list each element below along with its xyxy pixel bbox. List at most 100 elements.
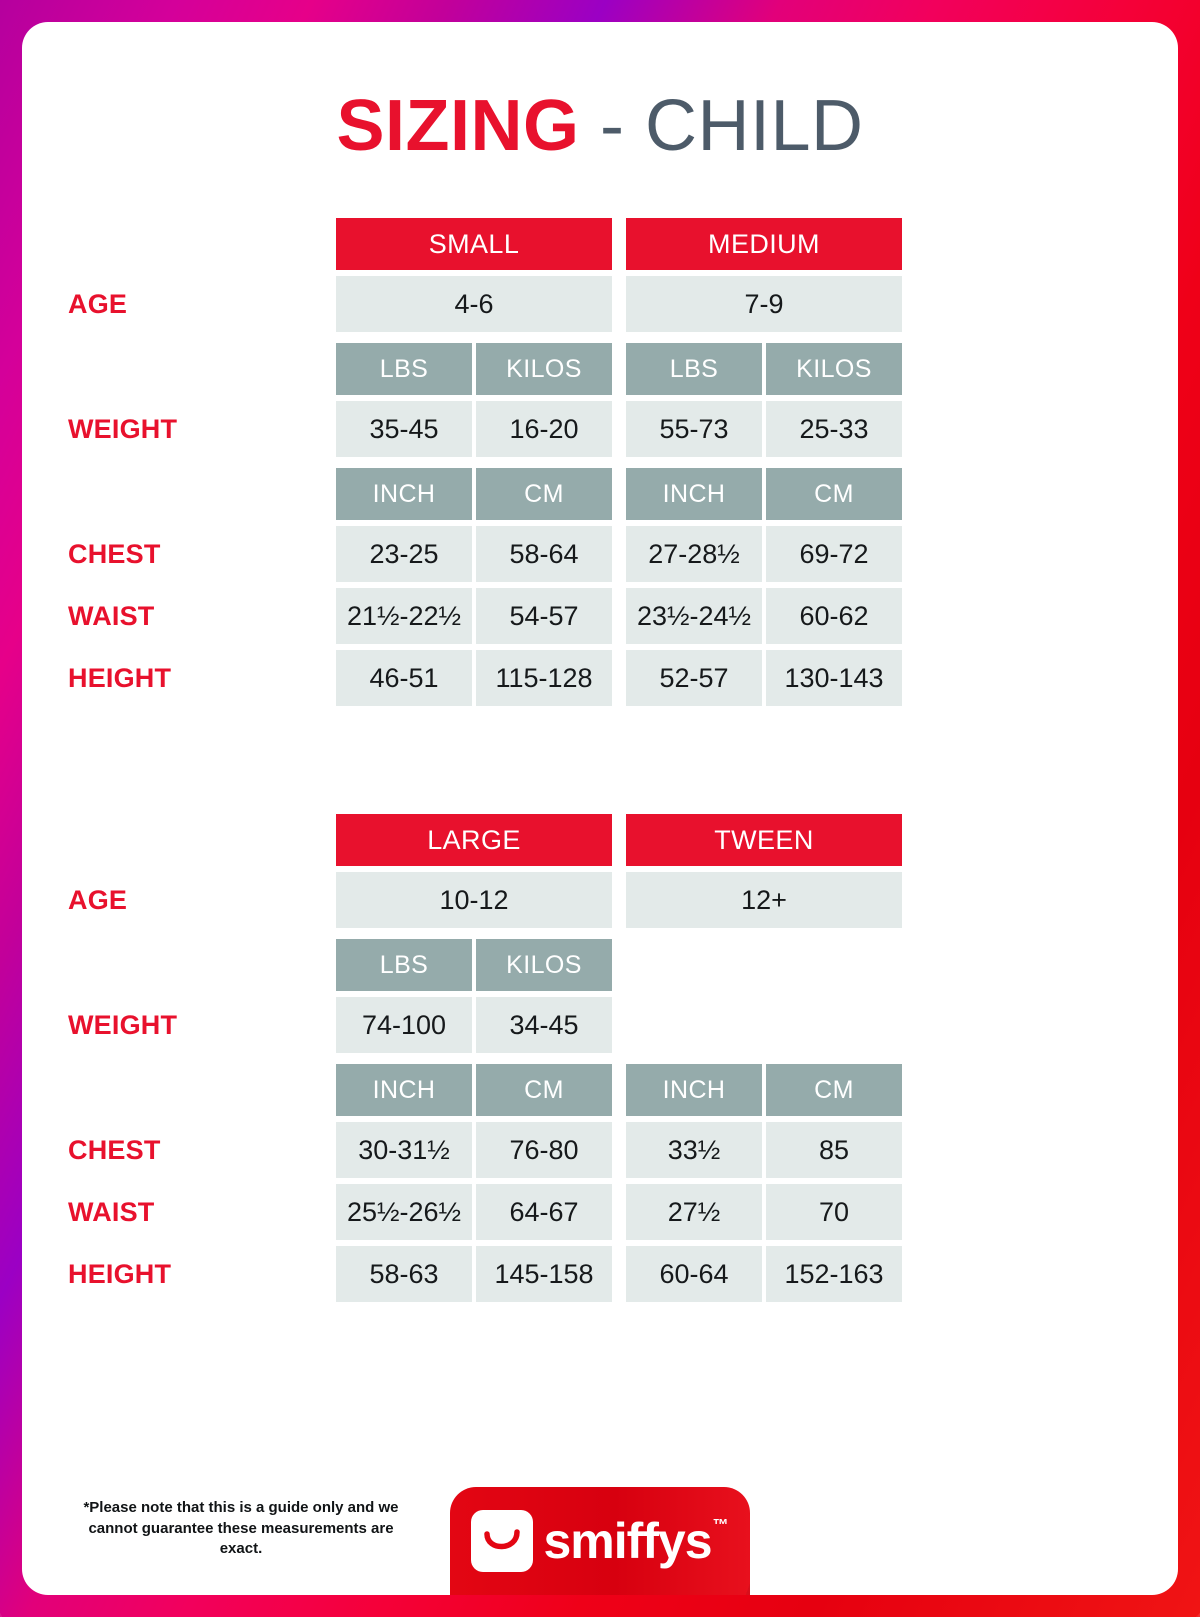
title-secondary: CHILD [644, 86, 864, 166]
chest-inch-small: 23-25 [336, 526, 472, 582]
column-gutter [614, 218, 624, 270]
weight-lbs-medium: 55-73 [626, 401, 762, 457]
row-spacer [22, 332, 1178, 343]
disclaimer-text: *Please note that this is a guide only a… [83, 1499, 399, 1557]
column-gutter [614, 814, 624, 866]
weight-lbs-small: 35-45 [336, 401, 472, 457]
height-cm-medium: 130-143 [766, 650, 902, 706]
weight-kilos-tween-empty [766, 997, 902, 1053]
height-row: HEIGHT 58-63 145-158 60-64 152-163 [22, 1246, 1178, 1302]
unit-kilos-large: KILOS [476, 939, 612, 991]
age-value-large: 10-12 [336, 872, 612, 928]
column-gutter [614, 1184, 624, 1240]
unit-cm-tween: CM [766, 1064, 902, 1116]
title-separator: - [579, 86, 645, 166]
size-header-tween: TWEEN [626, 814, 902, 866]
measure-unit-row: INCH CM INCH CM [22, 1064, 1178, 1116]
weight-row: WEIGHT 35-45 16-20 55-73 25-33 [22, 401, 1178, 457]
unit-cm-medium: CM [766, 468, 902, 520]
row-label-height: HEIGHT [68, 1258, 172, 1289]
size-header-large: LARGE [336, 814, 612, 866]
age-row: AGE 10-12 12+ [22, 872, 1178, 928]
age-value-medium: 7-9 [626, 276, 902, 332]
height-inch-large: 58-63 [336, 1246, 472, 1302]
column-gutter [614, 468, 624, 520]
column-gutter [614, 588, 624, 644]
height-cm-small: 115-128 [476, 650, 612, 706]
weight-lbs-tween-empty [626, 997, 762, 1053]
title-primary: SIZING [336, 86, 580, 166]
age-row: AGE 4-6 7-9 [22, 276, 1178, 332]
height-cm-large: 145-158 [476, 1246, 612, 1302]
age-value-small: 4-6 [336, 276, 612, 332]
waist-cm-tween: 70 [766, 1184, 902, 1240]
waist-cm-large: 64-67 [476, 1184, 612, 1240]
weight-unit-row: LBS KILOS LBS KILOS [22, 343, 1178, 395]
column-gutter [614, 276, 624, 332]
row-label-chest: CHEST [68, 1134, 161, 1165]
unit-inch-large: INCH [336, 1064, 472, 1116]
height-inch-tween: 60-64 [626, 1246, 762, 1302]
unit-kilos-small: KILOS [476, 343, 612, 395]
chest-cm-medium: 69-72 [766, 526, 902, 582]
size-header-small: SMALL [336, 218, 612, 270]
height-inch-small: 46-51 [336, 650, 472, 706]
size-header-row: LARGE TWEEN [22, 814, 1178, 866]
unit-lbs-small: LBS [336, 343, 472, 395]
row-spacer [22, 928, 1178, 939]
size-header-medium: MEDIUM [626, 218, 902, 270]
unit-kilos-medium: KILOS [766, 343, 902, 395]
chest-cm-large: 76-80 [476, 1122, 612, 1178]
spacer-label [46, 1064, 334, 1116]
measure-unit-row: INCH CM INCH CM [22, 468, 1178, 520]
unit-lbs-tween-empty [626, 939, 762, 991]
column-gutter [614, 939, 624, 991]
trademark-icon: ™ [712, 1517, 729, 1534]
weight-kilos-small: 16-20 [476, 401, 612, 457]
weight-unit-row: LBS KILOS [22, 939, 1178, 991]
height-cm-tween: 152-163 [766, 1246, 902, 1302]
waist-cm-medium: 60-62 [766, 588, 902, 644]
column-gutter [614, 997, 624, 1053]
chest-cm-tween: 85 [766, 1122, 902, 1178]
unit-kilos-tween-empty [766, 939, 902, 991]
column-gutter [614, 650, 624, 706]
waist-inch-large: 25½-26½ [336, 1184, 472, 1240]
chest-inch-medium: 27-28½ [626, 526, 762, 582]
chest-row: CHEST 23-25 58-64 27-28½ 69-72 [22, 526, 1178, 582]
brand-logo: smiffys ™ [450, 1487, 750, 1595]
weight-row: WEIGHT 74-100 34-45 [22, 997, 1178, 1053]
spacer-label [46, 468, 334, 520]
waist-inch-small: 21½-22½ [336, 588, 472, 644]
column-gutter [614, 526, 624, 582]
unit-inch-small: INCH [336, 468, 472, 520]
row-spacer [22, 457, 1178, 468]
size-header-row: SMALL MEDIUM [22, 218, 1178, 270]
spacer-label [46, 814, 334, 866]
row-label-weight: WEIGHT [68, 1009, 178, 1040]
column-gutter [614, 343, 624, 395]
unit-cm-small: CM [476, 468, 612, 520]
waist-row: WAIST 25½-26½ 64-67 27½ 70 [22, 1184, 1178, 1240]
chest-inch-tween: 33½ [626, 1122, 762, 1178]
column-gutter [614, 401, 624, 457]
column-gutter [614, 872, 624, 928]
waist-row: WAIST 21½-22½ 54-57 23½-24½ 60-62 [22, 588, 1178, 644]
row-label-age: AGE [68, 884, 128, 915]
unit-inch-medium: INCH [626, 468, 762, 520]
smile-icon [471, 1510, 534, 1572]
row-label-height: HEIGHT [68, 662, 172, 693]
row-label-waist: WAIST [68, 1196, 155, 1227]
height-row: HEIGHT 46-51 115-128 52-57 130-143 [22, 650, 1178, 706]
waist-cm-small: 54-57 [476, 588, 612, 644]
sizing-card: SIZING - CHILD SMALL MEDIUM AGE 4-6 7-9 … [22, 22, 1178, 1595]
chest-inch-large: 30-31½ [336, 1122, 472, 1178]
waist-inch-tween: 27½ [626, 1184, 762, 1240]
unit-cm-large: CM [476, 1064, 612, 1116]
row-label-weight: WEIGHT [68, 413, 178, 444]
logo-wordmark-wrap: smiffys ™ [543, 1516, 728, 1566]
page-title: SIZING - CHILD [22, 22, 1178, 162]
row-label-age: AGE [68, 288, 128, 319]
spacer-label [46, 939, 334, 991]
chest-row: CHEST 30-31½ 76-80 33½ 85 [22, 1122, 1178, 1178]
